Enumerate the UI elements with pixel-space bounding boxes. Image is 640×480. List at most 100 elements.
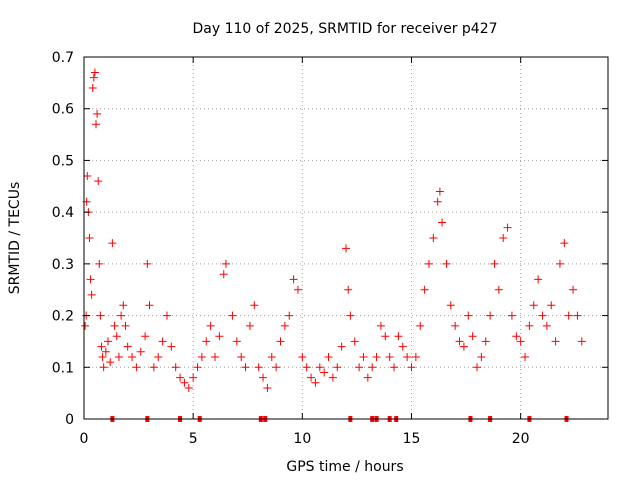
data-point	[293, 285, 302, 294]
data-point	[577, 337, 586, 346]
data-point	[569, 285, 578, 294]
data-point	[521, 352, 530, 361]
data-point	[176, 373, 185, 382]
y-tick-label: 0	[65, 412, 74, 428]
data-point	[167, 342, 176, 351]
y-tick-label: 0.4	[52, 205, 74, 221]
data-point	[573, 311, 582, 320]
x-tick-label: 5	[189, 431, 198, 447]
data-point	[424, 259, 433, 268]
data-point	[215, 332, 224, 341]
x-tick-label: 0	[80, 431, 89, 447]
data-point	[564, 311, 573, 320]
data-point	[250, 301, 259, 310]
data-point	[112, 332, 121, 341]
data-point	[551, 337, 560, 346]
data-point	[98, 352, 107, 361]
x-tick-label: 20	[512, 431, 530, 447]
data-point	[228, 311, 237, 320]
data-point	[429, 234, 438, 242]
data-point	[119, 301, 128, 310]
data-point	[99, 363, 108, 372]
y-tick-label: 0.2	[52, 309, 74, 325]
data-point	[385, 352, 394, 361]
x-tick-label: 15	[403, 431, 421, 447]
data-point	[104, 337, 113, 346]
data-point	[411, 352, 420, 361]
grid-lines	[84, 57, 608, 419]
data-point	[141, 332, 150, 341]
data-point	[359, 352, 368, 361]
data-point	[106, 358, 115, 367]
data-point	[516, 337, 525, 346]
data-point	[184, 383, 193, 392]
data-point	[143, 259, 152, 268]
data-point	[285, 311, 294, 320]
data-point	[206, 321, 215, 330]
data-point	[267, 352, 276, 361]
data-point	[477, 352, 486, 361]
data-point	[145, 301, 154, 310]
data-point	[507, 311, 516, 320]
data-point	[555, 259, 564, 268]
data-point	[93, 109, 102, 118]
data-point	[132, 363, 141, 372]
data-point	[355, 363, 364, 372]
data-point	[87, 290, 96, 299]
data-point	[538, 311, 547, 320]
data-point	[560, 239, 569, 248]
data-point	[95, 259, 104, 268]
data-point	[494, 285, 503, 294]
data-point	[438, 218, 447, 227]
data-point	[490, 259, 499, 268]
data-point	[110, 321, 119, 330]
axis-ticks	[83, 56, 608, 420]
data-point	[534, 275, 543, 284]
data-point	[473, 363, 481, 372]
y-tick-label: 0.1	[52, 360, 74, 376]
data-point	[446, 301, 455, 310]
data-point	[154, 352, 163, 361]
data-point	[433, 197, 442, 206]
data-point	[503, 223, 512, 232]
data-point	[136, 347, 145, 356]
data-point	[96, 311, 105, 320]
data-point	[311, 378, 320, 387]
data-point	[263, 383, 272, 392]
data-point	[529, 301, 538, 310]
data-point	[90, 68, 99, 77]
data-point	[376, 321, 385, 330]
data-point	[202, 337, 211, 346]
data-point	[189, 373, 198, 382]
y-axis-label: SRMTID / TECUs	[7, 182, 23, 295]
data-point	[381, 332, 390, 341]
data-point	[81, 321, 90, 330]
data-point	[193, 363, 202, 372]
data-point	[435, 187, 444, 196]
data-point	[547, 301, 556, 310]
data-point	[468, 332, 477, 341]
plot-frame	[83, 56, 609, 420]
data-point	[259, 373, 268, 382]
data-point	[372, 352, 381, 361]
data-point	[307, 373, 316, 382]
data-point	[328, 373, 337, 382]
data-point	[398, 342, 407, 351]
data-point	[442, 259, 451, 268]
data-point	[272, 363, 281, 372]
data-point	[86, 275, 95, 284]
y-tick-label: 0.5	[52, 153, 74, 169]
data-point	[171, 363, 180, 372]
y-tick-label: 0.6	[52, 102, 74, 118]
chart-title: Day 110 of 2025, SRMTID for receiver p42…	[192, 21, 497, 37]
data-point	[83, 171, 92, 180]
data-point	[128, 352, 137, 361]
data-point	[94, 177, 103, 186]
data-point	[525, 321, 534, 330]
data-point	[403, 352, 412, 361]
data-point	[363, 373, 372, 382]
data-point	[481, 337, 490, 346]
data-series-srmtid	[81, 68, 586, 392]
data-point	[394, 332, 403, 341]
data-point	[219, 270, 228, 279]
